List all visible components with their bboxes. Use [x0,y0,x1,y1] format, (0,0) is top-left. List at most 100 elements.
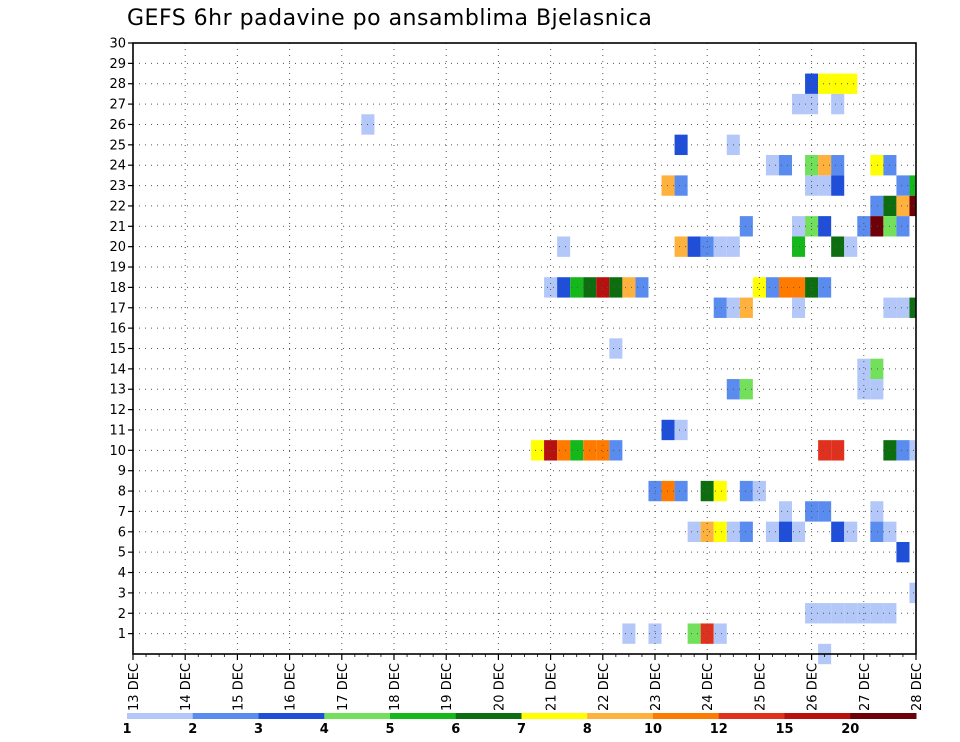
y-tick-label: 17 [109,301,126,316]
heatmap-cell [831,603,845,624]
heatmap-cell [557,277,571,298]
y-tick-label: 4 [118,566,126,581]
heatmap-cell [661,419,675,441]
colorbar-swatch [718,713,785,719]
y-tick-label: 23 [109,179,126,194]
heatmap-cell [570,440,584,461]
heatmap-cell [818,73,832,94]
x-tick-label: 18 DEC [388,663,403,711]
heatmap-cell [609,440,623,461]
heatmap-cell [909,195,916,217]
heatmap-cell [687,623,701,644]
heatmap-cell [778,521,793,542]
heatmap-cell [778,501,793,522]
heatmap-cell [765,155,779,176]
heatmap-cell [870,603,884,624]
colorbar-tick-label: 6 [451,722,460,737]
y-tick-label: 22 [109,199,126,214]
heatmap-cell [674,419,688,441]
heatmap-cell [752,480,766,502]
colorbar-tick-label: 8 [583,722,592,737]
heatmap-cell [700,236,714,257]
heatmap-cell [844,73,858,94]
heatmap-cell [700,521,714,542]
heatmap-cell [831,155,845,176]
y-tick-label: 15 [109,342,126,357]
colorbar-tick-label: 4 [320,722,329,737]
colorbar-swatch [324,713,391,719]
y-tick-label: 14 [109,362,126,377]
heatmap-cell [765,277,779,298]
heatmap-cell [596,440,610,461]
heatmap-cell [831,521,845,542]
heatmap-cell [831,236,845,257]
y-tick-label: 28 [109,77,126,92]
colorbar-tick-label: 1 [122,722,131,737]
heatmap-cell [792,93,806,115]
colorbar-swatch [587,713,654,719]
heatmap-cell [635,277,649,298]
y-tick-label: 30 [109,37,126,52]
y-tick-label: 11 [109,423,126,438]
x-tick-label: 17 DEC [336,663,351,711]
colorbar-swatch [455,713,522,719]
y-tick-label: 26 [109,118,126,133]
x-axis: 13 DEC 14 DEC 15 DEC 16 DEC 17 DEC 18 DEC 19 D… [127,654,925,711]
colorbar-swatch [850,713,917,719]
y-tick-label: 5 [118,546,126,561]
heatmap-cell [818,175,832,196]
heatmap-cell [870,379,884,400]
y-tick-label: 25 [109,138,126,153]
colorbar-legend: 1 2 3 4 5 6 7 8 10 12 15 20 [122,713,917,737]
y-tick-label: 18 [109,281,126,296]
x-tick-label: 26 DEC [806,663,821,711]
heatmap-cell [909,440,916,461]
colorbar-tick-label: 5 [385,722,394,737]
colorbar-swatch [127,713,194,719]
heatmap-cell [765,521,779,542]
heatmap-cell [792,277,806,298]
colorbar-tick-label: 20 [841,722,859,737]
heatmap-cell [570,277,584,298]
heatmap-cell [818,155,832,176]
heatmap-cell [844,521,858,542]
heatmap-cell [870,501,884,522]
heatmap-cell [557,440,571,461]
heatmap-cell [792,297,806,318]
heatmap-cell [792,236,806,257]
heatmap-cell [739,216,753,237]
heatmap-cell [870,155,884,176]
dotted-grid [133,42,916,654]
x-tick-label: 14 DEC [179,663,194,711]
heatmap-cell [531,440,545,461]
heatmap-cell [674,134,688,156]
x-tick-label: 25 DEC [753,663,768,711]
heatmap-cell [909,297,916,318]
colorbar-tick-label: 10 [644,722,662,737]
heatmap-cell [661,480,675,502]
heatmap-cell [713,623,727,644]
colorbar-swatch [521,713,588,719]
y-tick-label: 27 [109,98,126,113]
heatmap-cell [896,440,910,461]
y-tick-label: 1 [118,627,126,642]
heatmap-cell [857,358,871,380]
colorbar-swatch [653,713,720,719]
heatmap-cell [700,623,714,644]
heatmap-cell [818,277,832,298]
x-tick-label: 27 DEC [858,663,873,711]
heatmap-cell [687,236,701,257]
y-tick-label: 10 [109,444,126,459]
y-tick-label: 3 [118,586,126,601]
heatmap-cell [831,73,845,94]
x-tick-label: 22 DEC [597,663,612,711]
heatmap-cell [544,440,558,461]
heatmap-cell [739,297,753,318]
y-tick-label: 20 [109,240,126,255]
heatmap-cell [609,338,623,359]
y-tick-label: 2 [118,607,126,622]
x-tick-label: 13 DEC [127,663,142,711]
heatmap-cell [752,277,766,298]
colorbar-tick-label: 15 [775,722,793,737]
